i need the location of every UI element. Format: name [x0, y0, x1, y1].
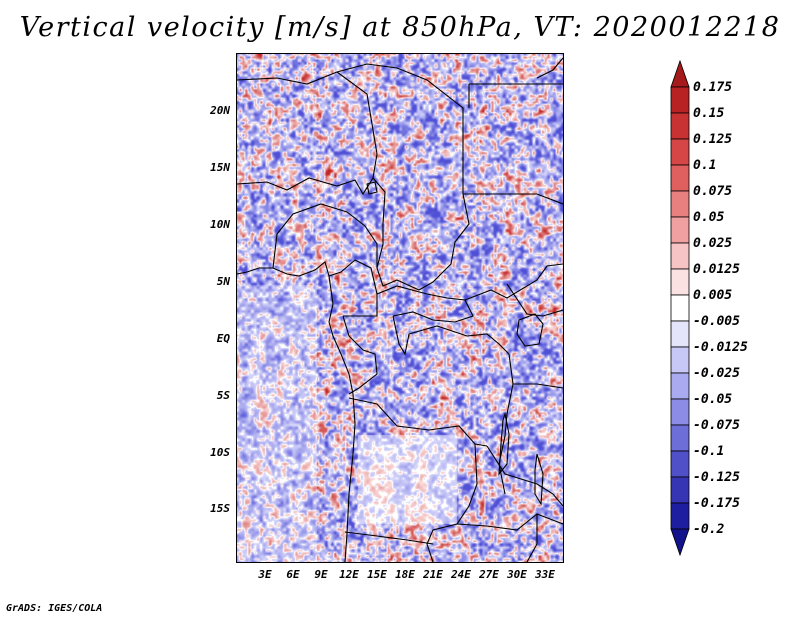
- colorbar-segment: [670, 450, 690, 478]
- colorbar-segment: [670, 320, 690, 348]
- lon-label-21e: 21E: [423, 568, 443, 581]
- lat-label-15n: 15N: [210, 161, 230, 174]
- chart-title: Vertical velocity [m/s] at 850hPa, VT: 2…: [19, 12, 781, 43]
- lon-label-3e: 3E: [258, 568, 272, 581]
- lon-label-15e: 15E: [367, 568, 387, 581]
- footer-credit: GrADS: IGES/COLA: [6, 603, 103, 614]
- colorbar-label: -0.075: [693, 418, 740, 433]
- colorbar-segment: [670, 242, 690, 270]
- vertical-velocity-field: [237, 54, 563, 562]
- border-congo: [342, 315, 378, 395]
- lon-label-6e: 6E: [286, 568, 300, 581]
- lake-chad: [366, 181, 378, 195]
- lat-label-10n: 10N: [210, 218, 230, 231]
- lat-label-10s: 10S: [210, 446, 230, 459]
- map-panel: [236, 53, 564, 563]
- coastline-west: [237, 261, 356, 562]
- colorbar-segment: [670, 268, 690, 296]
- lon-label-30e: 30E: [507, 568, 527, 581]
- lon-label-27e: 27E: [479, 568, 499, 581]
- colorbar-segment: [670, 346, 690, 374]
- lon-label-12e: 12E: [339, 568, 359, 581]
- colorbar-label: 0.075: [693, 184, 733, 199]
- lat-label-eq: EQ: [216, 332, 230, 345]
- border-zimbabwe: [456, 513, 563, 531]
- lake-tanganyika: [498, 411, 510, 476]
- colorbar-segment: [670, 372, 690, 400]
- colorbar-label: -0.175: [693, 496, 740, 511]
- colorbar-label: -0.0125: [693, 340, 748, 355]
- colorbar-label: -0.1: [693, 444, 725, 459]
- lat-label-15s: 15S: [210, 502, 230, 515]
- border-sudan: [463, 193, 563, 205]
- colorbar-segment: [670, 294, 690, 322]
- country-borders: [237, 57, 563, 562]
- border-south-sudan: [464, 263, 563, 301]
- border-drc-north: [392, 315, 510, 356]
- border-west-1: [237, 177, 374, 196]
- colorbar-segment: [670, 138, 690, 166]
- border-east-1: [506, 283, 563, 317]
- border-nigeria: [272, 203, 378, 269]
- colorbar-label: -0.05: [693, 392, 733, 407]
- border-cameroon: [328, 259, 378, 317]
- colorbar-segment: [670, 476, 690, 504]
- lake-malawi: [534, 453, 544, 506]
- colorbar-label: 0.15: [693, 106, 725, 121]
- border-mozambique: [526, 514, 538, 562]
- lat-label-5s: 5S: [216, 389, 230, 402]
- border-car: [376, 285, 474, 323]
- colorbar-segment: [670, 424, 690, 452]
- border-north-2: [336, 71, 386, 225]
- border-north-1: [237, 63, 464, 194]
- border-namibia: [344, 531, 434, 545]
- lat-label-20n: 20N: [210, 104, 230, 117]
- colorbar-segment: [670, 86, 690, 114]
- colorbar-segment: [670, 502, 690, 530]
- colorbar-label: 0.05: [693, 210, 725, 225]
- colorbar-label: -0.2: [693, 522, 725, 537]
- lon-label-33e: 33E: [535, 568, 555, 581]
- colorbar-label: 0.125: [693, 132, 733, 147]
- colorbar-segment: [670, 164, 690, 192]
- colorbar-segment: [670, 190, 690, 218]
- lon-label-24e: 24E: [451, 568, 471, 581]
- border-east-2: [513, 383, 563, 389]
- colorbar-segment: [670, 398, 690, 426]
- colorbar-segment: [670, 112, 690, 140]
- border-drc-east: [498, 353, 514, 495]
- colorbar-label: -0.125: [693, 470, 740, 485]
- lake-victoria: [516, 313, 544, 347]
- border-chad: [376, 193, 470, 291]
- colorbar-label: -0.005: [693, 314, 740, 329]
- lon-label-18e: 18E: [395, 568, 415, 581]
- red-sea-coast: [536, 57, 563, 79]
- colorbar-label: 0.1: [693, 158, 717, 173]
- border-zambia: [486, 445, 563, 507]
- colorbar-segment: [670, 528, 690, 557]
- colorbar-label: 0.0125: [693, 262, 740, 277]
- lat-label-5n: 5N: [216, 275, 230, 288]
- colorbar-segment: [670, 59, 690, 88]
- colorbar-label: -0.025: [693, 366, 740, 381]
- lon-label-9e: 9E: [314, 568, 328, 581]
- colorbar-segment: [670, 216, 690, 244]
- colorbar-label: 0.175: [693, 80, 733, 95]
- colorbar-label: 0.005: [693, 288, 733, 303]
- colorbar-label: 0.025: [693, 236, 733, 251]
